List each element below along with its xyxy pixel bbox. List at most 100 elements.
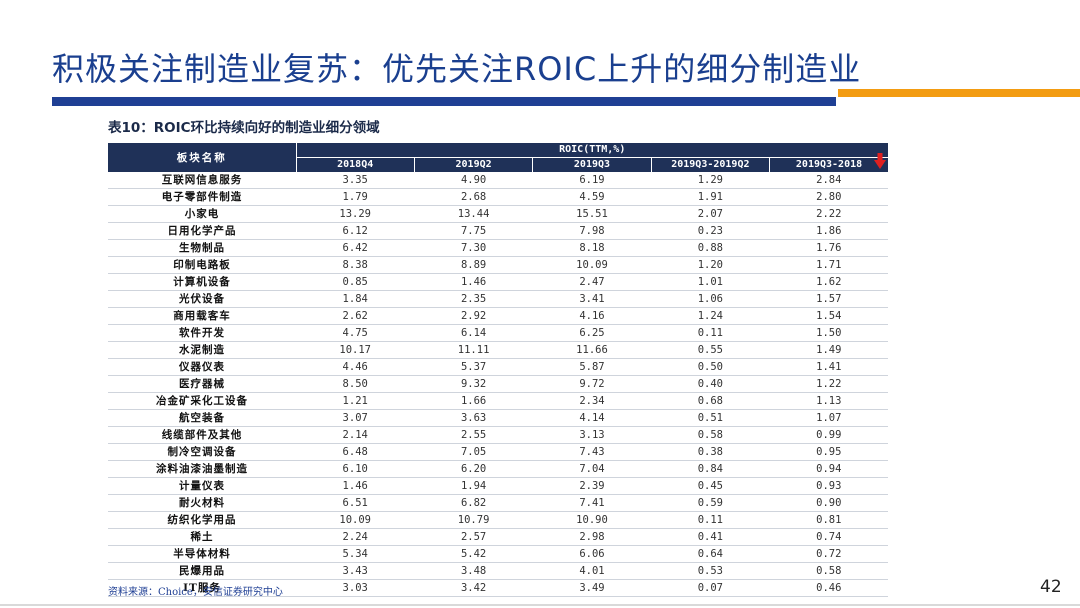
roic-value: 0.58 <box>769 562 888 580</box>
table-row: 印制电路板 8.38 8.89 10.09 1.20 1.71 <box>108 256 888 274</box>
column-header: 2019Q3-2018 <box>769 157 888 172</box>
roic-value: 2.62 <box>296 307 415 325</box>
column-header: 2019Q2 <box>414 157 534 172</box>
roic-value: 3.48 <box>414 562 533 580</box>
roic-value: 2.80 <box>769 188 888 206</box>
table-row: 冶金矿采化工设备 1.21 1.66 2.34 0.68 1.13 <box>108 392 888 410</box>
sector-name: 民爆用品 <box>108 562 296 580</box>
roic-value: 2.55 <box>414 426 533 444</box>
roic-value: 0.93 <box>769 477 888 495</box>
roic-value: 5.34 <box>296 545 415 563</box>
roic-value: 2.14 <box>296 426 415 444</box>
sector-name: 光伏设备 <box>108 290 296 308</box>
table-row: 商用载客车 2.62 2.92 4.16 1.24 1.54 <box>108 307 888 325</box>
roic-value: 3.03 <box>296 579 415 597</box>
column-header: 2019Q3-2019Q2 <box>651 157 771 172</box>
roic-value: 6.48 <box>296 443 415 461</box>
roic-value: 6.51 <box>296 494 415 512</box>
roic-value: 0.11 <box>651 511 770 529</box>
roic-value: 2.22 <box>769 205 888 223</box>
roic-value: 3.07 <box>296 409 415 427</box>
roic-value: 6.82 <box>414 494 533 512</box>
roic-value: 0.59 <box>651 494 770 512</box>
group-header: ROIC(TTM,%) <box>296 143 888 158</box>
roic-value: 2.68 <box>414 188 533 206</box>
roic-value: 0.68 <box>651 392 770 410</box>
roic-value: 2.47 <box>532 273 652 291</box>
roic-value: 1.13 <box>769 392 888 410</box>
roic-value: 6.25 <box>532 324 652 342</box>
table-row: 医疗器械 8.50 9.32 9.72 0.40 1.22 <box>108 375 888 393</box>
roic-value: 2.39 <box>532 477 652 495</box>
roic-value: 6.14 <box>414 324 533 342</box>
column-header: 2018Q4 <box>296 157 415 172</box>
roic-value: 6.20 <box>414 460 533 478</box>
table-row: 航空装备 3.07 3.63 4.14 0.51 1.07 <box>108 409 888 427</box>
roic-value: 4.01 <box>532 562 652 580</box>
roic-value: 5.42 <box>414 545 533 563</box>
roic-value: 0.90 <box>769 494 888 512</box>
roic-value: 7.05 <box>414 443 533 461</box>
page-number: 42 <box>1040 577 1062 597</box>
sector-name: 仪器仪表 <box>108 358 296 376</box>
roic-value: 0.53 <box>651 562 770 580</box>
table-row: 日用化学产品 6.12 7.75 7.98 0.23 1.86 <box>108 222 888 240</box>
row-header: 板块名称 <box>108 143 297 172</box>
roic-value: 7.98 <box>532 222 652 240</box>
table-row: 生物制品 6.42 7.30 8.18 0.88 1.76 <box>108 239 888 257</box>
roic-value: 1.54 <box>769 307 888 325</box>
roic-value: 6.19 <box>532 172 652 189</box>
sector-name: 计算机设备 <box>108 273 296 291</box>
roic-value: 6.06 <box>532 545 652 563</box>
down-arrow-icon <box>874 153 886 169</box>
roic-value: 10.09 <box>532 256 652 274</box>
roic-value: 3.41 <box>532 290 652 308</box>
roic-value: 4.46 <box>296 358 415 376</box>
table-row: 纺织化学用品 10.09 10.79 10.90 0.11 0.81 <box>108 511 888 529</box>
roic-value: 0.84 <box>651 460 770 478</box>
roic-value: 1.24 <box>651 307 770 325</box>
roic-value: 8.89 <box>414 256 533 274</box>
roic-value: 10.79 <box>414 511 533 529</box>
table-row: 涂料油漆油墨制造 6.10 6.20 7.04 0.84 0.94 <box>108 460 888 478</box>
sector-name: 计量仪表 <box>108 477 296 495</box>
roic-value: 2.57 <box>414 528 533 546</box>
sector-name: 纺织化学用品 <box>108 511 296 529</box>
roic-value: 0.45 <box>651 477 770 495</box>
column-header: 2019Q3 <box>532 157 652 172</box>
roic-value: 11.11 <box>414 341 533 359</box>
roic-value: 8.50 <box>296 375 415 393</box>
sector-name: 互联网信息服务 <box>108 172 296 189</box>
roic-value: 1.86 <box>769 222 888 240</box>
source-note: 资料来源：Choice，安信证券研究中心 <box>108 587 283 598</box>
table-row: 半导体材料 5.34 5.42 6.06 0.64 0.72 <box>108 545 888 563</box>
roic-value: 3.43 <box>296 562 415 580</box>
table-row: 民爆用品 3.43 3.48 4.01 0.53 0.58 <box>108 562 888 580</box>
roic-value: 0.23 <box>651 222 770 240</box>
roic-value: 11.66 <box>532 341 652 359</box>
roic-value: 15.51 <box>532 205 652 223</box>
table-caption: 表10：ROIC环比持续向好的制造业细分领域 <box>108 120 380 136</box>
roic-value: 10.17 <box>296 341 415 359</box>
roic-value: 0.55 <box>651 341 770 359</box>
roic-value: 4.59 <box>532 188 652 206</box>
roic-value: 4.16 <box>532 307 652 325</box>
roic-value: 1.57 <box>769 290 888 308</box>
roic-value: 4.90 <box>414 172 533 189</box>
roic-value: 3.42 <box>414 579 533 597</box>
roic-value: 1.62 <box>769 273 888 291</box>
roic-value: 1.49 <box>769 341 888 359</box>
roic-value: 1.41 <box>769 358 888 376</box>
table-row: 计量仪表 1.46 1.94 2.39 0.45 0.93 <box>108 477 888 495</box>
table-row: 线缆部件及其他 2.14 2.55 3.13 0.58 0.99 <box>108 426 888 444</box>
table-row: IT服务 3.03 3.42 3.49 0.07 0.46 <box>108 579 888 597</box>
table-row: 制冷空调设备 6.48 7.05 7.43 0.38 0.95 <box>108 443 888 461</box>
roic-value: 6.42 <box>296 239 415 257</box>
table-row: 仪器仪表 4.46 5.37 5.87 0.50 1.41 <box>108 358 888 376</box>
sector-name: 耐火材料 <box>108 494 296 512</box>
slide-title: 积极关注制造业复苏：优先关注ROIC上升的细分制造业 <box>52 50 862 88</box>
table-row: 水泥制造 10.17 11.11 11.66 0.55 1.49 <box>108 341 888 359</box>
roic-value: 1.71 <box>769 256 888 274</box>
sector-name: 日用化学产品 <box>108 222 296 240</box>
roic-value: 0.72 <box>769 545 888 563</box>
